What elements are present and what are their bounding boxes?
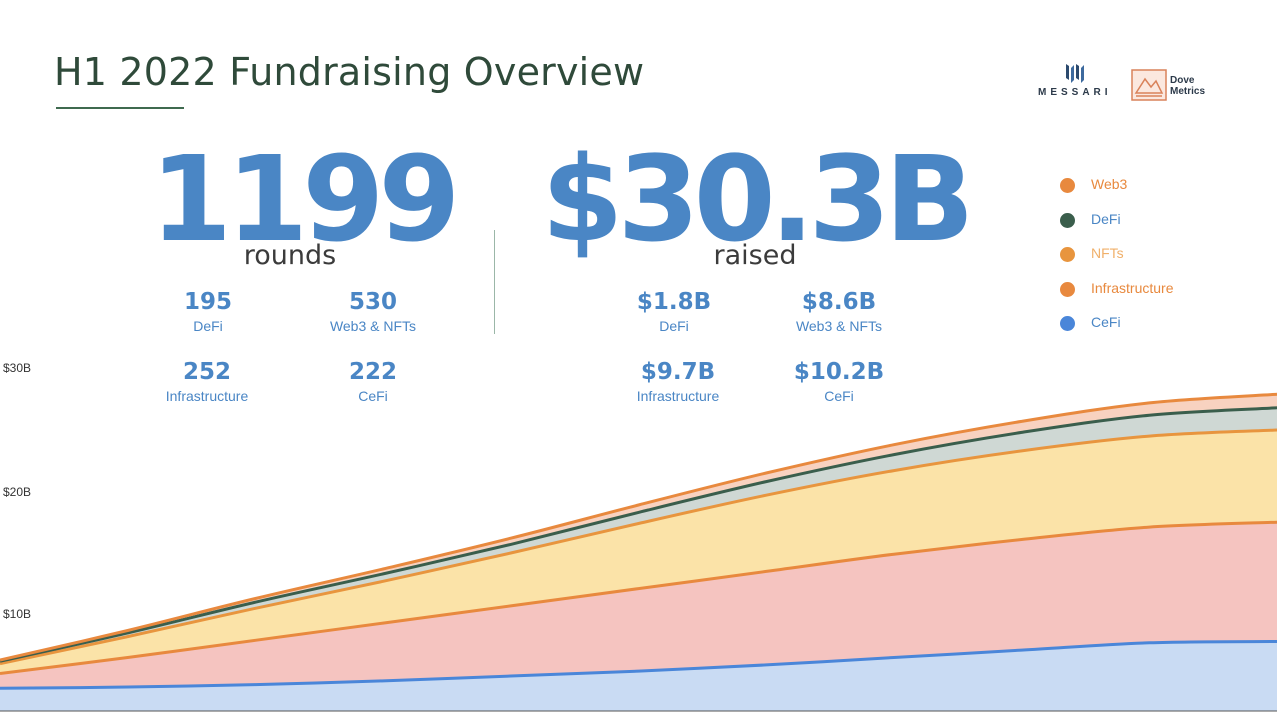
dove-logo-line1: Dove [1170, 75, 1195, 86]
stat-value: $1.8B [636, 289, 712, 315]
raised-stat-infrastructure: $9.7B Infrastructure [593, 359, 763, 404]
area-cefi [0, 641, 1277, 711]
legend-label: Web3 [1091, 176, 1128, 192]
raised-unit: raised [713, 240, 797, 271]
messari-logo-text: MESSARI [1038, 87, 1112, 98]
messari-logo [1036, 62, 1116, 102]
title-underline [56, 107, 184, 109]
stat-label: DeFi [659, 318, 689, 334]
legend-label: DeFi [1091, 211, 1121, 227]
stat-value: 222 [348, 359, 397, 385]
stat-label: Web3 & NFTs [795, 318, 883, 334]
messari-logo-icon [1066, 64, 1084, 83]
y-tick-label-20b: $20B [3, 485, 32, 499]
dove-metrics-logo [1131, 69, 1167, 101]
stat-label: Infrastructure [636, 388, 720, 404]
rounds-stat-defi: 195 DeFi [123, 289, 293, 334]
stat-label: Web3 & NFTs [329, 318, 417, 334]
line-web3 [0, 392, 1277, 662]
dove-logo-line2: Metrics [1170, 86, 1206, 97]
page-title: H1 2022 Fundraising Overview [54, 50, 645, 94]
legend-swatch [1060, 178, 1075, 193]
y-tick-label-10b: $10B [3, 607, 32, 621]
raised-total: $30.3B [541, 130, 974, 268]
dove-metrics-logo-text: Dove Metrics [1170, 75, 1205, 97]
stat-label: Infrastructure [165, 388, 249, 404]
raised-stat-web3-nfts: $8.6B Web3 & NFTs [754, 289, 924, 334]
area-infrastructure [0, 522, 1277, 689]
rounds-stat-web3-nfts: 530 Web3 & NFTs [288, 289, 458, 334]
raised-stat-cefi: $10.2B CeFi [754, 359, 924, 404]
stat-value: $10.2B [793, 359, 885, 385]
stat-label: CeFi [824, 388, 854, 404]
area-defi [0, 407, 1277, 664]
stat-label: DeFi [193, 318, 223, 334]
legend-swatch [1060, 282, 1075, 297]
stat-value: $9.7B [640, 359, 716, 385]
rounds-stat-cefi: 222 CeFi [288, 359, 458, 404]
raised-stat-defi: $1.8B DeFi [589, 289, 759, 334]
stat-label: CeFi [358, 388, 388, 404]
stat-value: 530 [348, 289, 397, 315]
line-infrastructure [0, 520, 1277, 675]
line-nfts [0, 428, 1277, 666]
rounds-stat-infrastructure: 252 Infrastructure [122, 359, 292, 404]
summary-divider [494, 230, 495, 334]
legend-label: CeFi [1091, 314, 1121, 330]
rounds-total: 1199 [150, 130, 460, 268]
legend-swatch [1060, 213, 1075, 228]
legend-label: Infrastructure [1091, 280, 1174, 296]
stat-value: $8.6B [801, 289, 877, 315]
legend-label: NFTs [1091, 245, 1124, 261]
dove-metrics-logo-icon [1131, 69, 1167, 101]
line-cefi [0, 640, 1277, 690]
line-defi [0, 406, 1277, 663]
y-tick-label-30b: $30B [3, 361, 32, 375]
stat-value: 252 [182, 359, 231, 385]
rounds-unit: rounds [243, 240, 337, 271]
area-nfts [0, 430, 1277, 674]
legend-swatch [1060, 247, 1075, 262]
legend-swatch [1060, 316, 1075, 331]
stat-value: 195 [183, 289, 232, 315]
